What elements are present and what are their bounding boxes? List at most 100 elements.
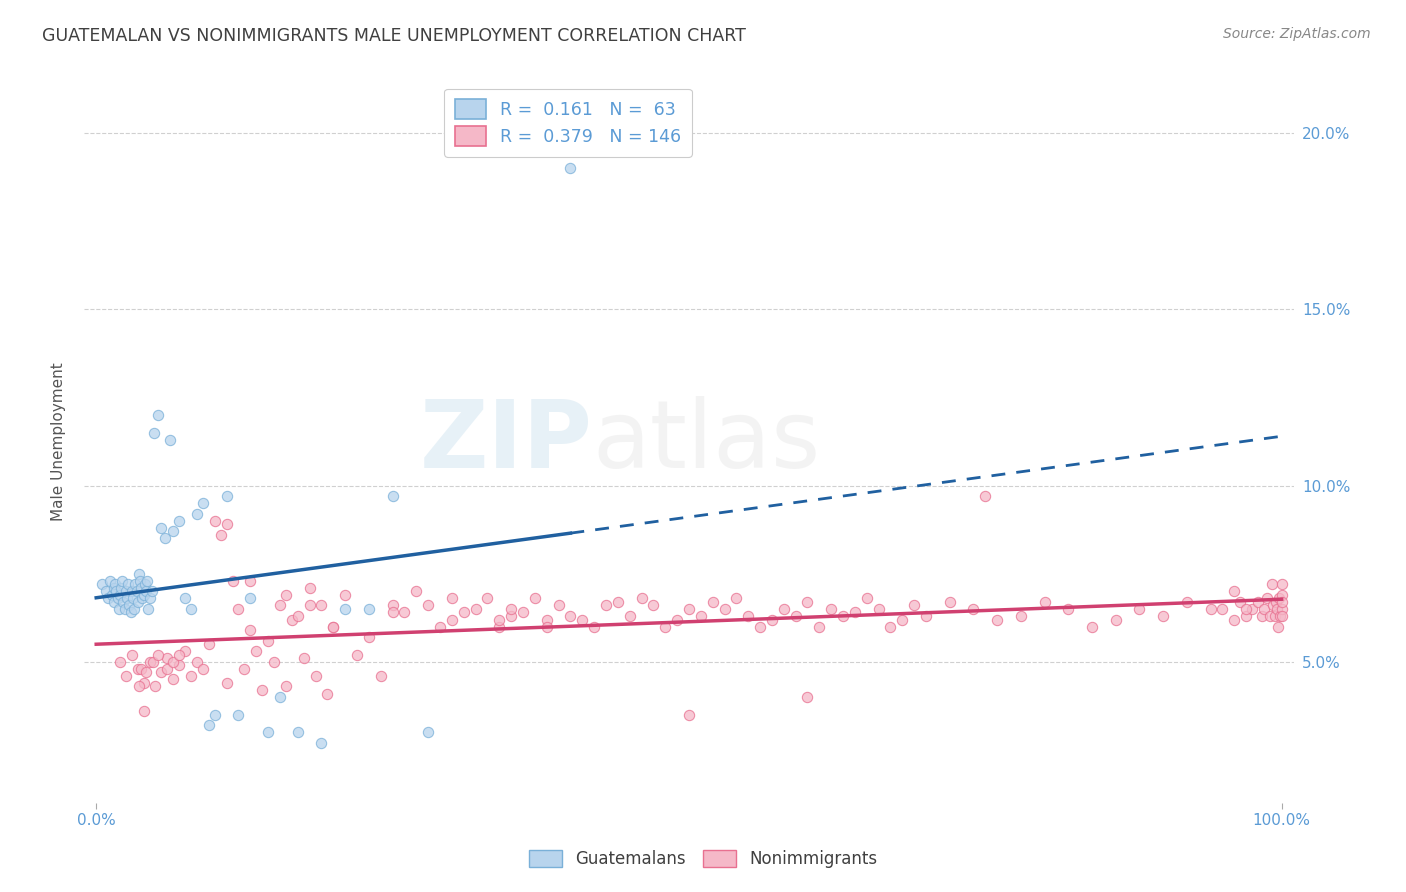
- Point: [186, 655, 208, 669]
- Point: [536, 619, 558, 633]
- Point: [311, 599, 333, 613]
- Point: [107, 602, 129, 616]
- Point: [257, 633, 280, 648]
- Point: [215, 517, 238, 532]
- Point: [143, 425, 166, 440]
- Point: [1271, 595, 1294, 609]
- Point: [103, 595, 125, 609]
- Point: [239, 574, 262, 588]
- Point: [512, 606, 534, 620]
- Point: [298, 581, 321, 595]
- Point: [1240, 602, 1263, 616]
- Point: [250, 683, 273, 698]
- Point: [322, 619, 344, 633]
- Point: [107, 591, 129, 606]
- Point: [215, 676, 238, 690]
- Point: [287, 725, 309, 739]
- Point: [120, 606, 142, 620]
- Point: [571, 613, 593, 627]
- Point: [1250, 609, 1272, 624]
- Point: [713, 602, 735, 616]
- Point: [167, 514, 190, 528]
- Point: [269, 599, 291, 613]
- Point: [606, 595, 628, 609]
- Legend: R =  0.161   N =  63, R =  0.379   N = 146: R = 0.161 N = 63, R = 0.379 N = 146: [444, 89, 692, 157]
- Point: [316, 687, 339, 701]
- Point: [1234, 609, 1257, 624]
- Point: [138, 655, 160, 669]
- Point: [725, 591, 748, 606]
- Point: [429, 619, 451, 633]
- Point: [785, 609, 807, 624]
- Point: [333, 588, 356, 602]
- Point: [1263, 599, 1285, 613]
- Y-axis label: Male Unemployment: Male Unemployment: [51, 362, 66, 521]
- Point: [186, 507, 208, 521]
- Point: [1268, 591, 1291, 606]
- Point: [1128, 602, 1150, 616]
- Point: [209, 528, 232, 542]
- Point: [1267, 619, 1289, 633]
- Point: [245, 644, 267, 658]
- Point: [536, 613, 558, 627]
- Point: [180, 669, 202, 683]
- Point: [162, 524, 184, 539]
- Point: [630, 591, 652, 606]
- Point: [274, 680, 297, 694]
- Point: [1258, 609, 1281, 624]
- Point: [191, 662, 214, 676]
- Point: [643, 599, 665, 613]
- Point: [128, 680, 150, 694]
- Point: [129, 581, 152, 595]
- Point: [174, 591, 197, 606]
- Point: [1247, 595, 1270, 609]
- Point: [879, 619, 901, 633]
- Point: [105, 584, 128, 599]
- Point: [121, 648, 143, 662]
- Point: [986, 613, 1008, 627]
- Point: [100, 574, 122, 588]
- Point: [138, 591, 160, 606]
- Point: [198, 637, 221, 651]
- Point: [357, 630, 380, 644]
- Point: [962, 602, 984, 616]
- Point: [749, 619, 772, 633]
- Point: [114, 602, 136, 616]
- Point: [122, 602, 145, 616]
- Point: [891, 613, 914, 627]
- Point: [1270, 609, 1292, 624]
- Point: [239, 623, 262, 637]
- Point: [136, 574, 159, 588]
- Point: [180, 602, 202, 616]
- Point: [381, 489, 404, 503]
- Point: [1081, 619, 1104, 633]
- Point: [1264, 595, 1286, 609]
- Point: [257, 725, 280, 739]
- Text: ZIP: ZIP: [419, 395, 592, 488]
- Point: [418, 725, 440, 739]
- Point: [1271, 602, 1294, 616]
- Point: [100, 588, 122, 602]
- Point: [132, 588, 155, 602]
- Point: [1256, 591, 1278, 606]
- Point: [808, 619, 831, 633]
- Point: [1271, 577, 1294, 591]
- Point: [233, 662, 256, 676]
- Point: [1105, 613, 1128, 627]
- Point: [122, 591, 145, 606]
- Point: [124, 577, 146, 591]
- Point: [150, 665, 173, 680]
- Point: [132, 676, 155, 690]
- Point: [263, 655, 285, 669]
- Point: [118, 599, 141, 613]
- Point: [772, 602, 794, 616]
- Point: [146, 648, 169, 662]
- Point: [737, 609, 759, 624]
- Point: [1175, 595, 1198, 609]
- Point: [125, 584, 148, 599]
- Point: [167, 648, 190, 662]
- Point: [146, 408, 169, 422]
- Point: [523, 591, 546, 606]
- Point: [370, 669, 392, 683]
- Point: [1152, 609, 1174, 624]
